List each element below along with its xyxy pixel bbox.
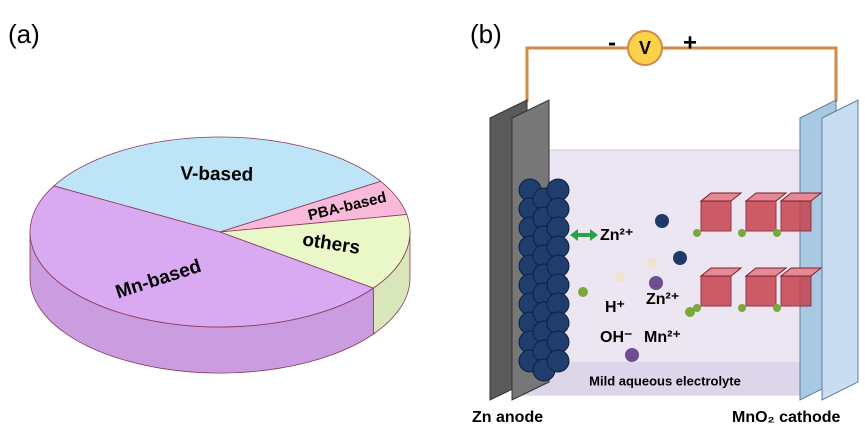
crystal <box>746 276 776 306</box>
figure: (a) (b) V-basedPBA-basedothersMn-based V… <box>0 0 865 430</box>
electrolyte-label: Mild aqueous electrolyte <box>589 373 741 388</box>
crystal <box>746 201 776 231</box>
wire <box>527 48 836 102</box>
slice-label: V-based <box>180 163 253 185</box>
ion <box>685 307 695 317</box>
ion <box>578 287 588 297</box>
ion <box>649 276 663 290</box>
ion <box>647 258 657 268</box>
cathode-label: MnO₂ cathode <box>732 409 841 426</box>
ion <box>693 229 701 237</box>
crystal <box>701 276 731 306</box>
meter-label: V <box>639 38 651 58</box>
anode-label: Zn anode <box>472 409 543 426</box>
ion-label: OH⁻ <box>600 329 632 346</box>
ion-label: Zn²⁺ <box>646 291 679 308</box>
ion <box>738 229 746 237</box>
zinc-atoms <box>519 179 569 381</box>
ion <box>673 251 687 265</box>
ion <box>773 229 781 237</box>
battery-diagram: V - + Zn²⁺ H⁺ Zn²⁺ OH⁻ Mn²⁺ Mild aqueous… <box>472 29 858 426</box>
ion <box>625 348 639 362</box>
panel-label: (a) <box>8 19 40 49</box>
cathode <box>822 100 858 400</box>
ion-label: Mn²⁺ <box>644 329 681 346</box>
ion <box>655 214 669 228</box>
crystal <box>701 201 731 231</box>
ion-label: Zn²⁺ <box>600 227 633 244</box>
ion <box>615 272 625 282</box>
ion <box>738 304 746 312</box>
ion <box>773 304 781 312</box>
ion-label: H⁺ <box>605 299 625 316</box>
crystal <box>781 276 811 306</box>
minus-sign: - <box>608 29 616 56</box>
plus-sign: + <box>683 29 697 56</box>
zinc-atom <box>547 350 569 372</box>
panel-label: (b) <box>470 19 502 49</box>
crystal <box>781 201 811 231</box>
